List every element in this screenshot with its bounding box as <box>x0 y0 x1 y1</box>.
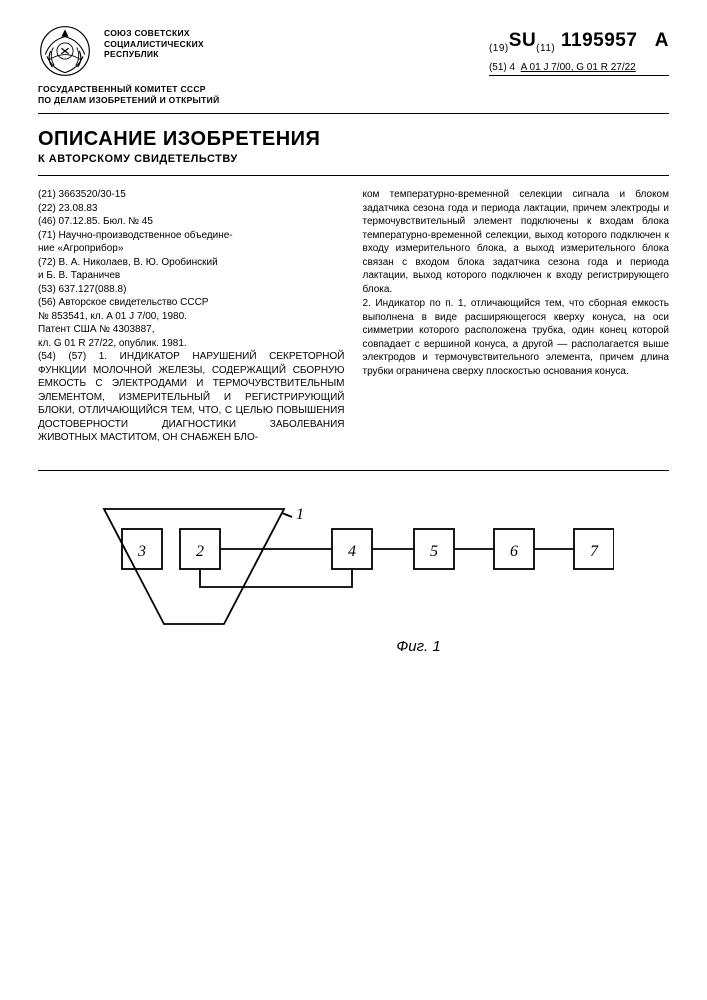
ussr-emblem-icon <box>38 24 92 78</box>
claim-1: (54) (57) 1. ИНДИКАТОР НАРУШЕНИЙ СЕКРЕТО… <box>38 350 345 445</box>
divider <box>38 175 669 176</box>
claim-1-continuation: ком температурно-временной селекции сигн… <box>363 188 670 296</box>
field-56: кл. G 01 R 27/22, опублик. 1981. <box>38 337 345 351</box>
field-53: (53) 637.127(088.8) <box>38 283 345 297</box>
field-46: (46) 07.12.85. Бюл. № 45 <box>38 215 345 229</box>
divider <box>38 113 669 114</box>
block-5-label: 5 <box>430 543 438 560</box>
field-71: ние «Агроприбор» <box>38 242 345 256</box>
block-2-label: 2 <box>196 543 204 560</box>
block-4-label: 4 <box>348 543 356 560</box>
union-label: СОЮЗ СОВЕТСКИХ СОЦИАЛИСТИЧЕСКИХ РЕСПУБЛИ… <box>104 24 204 60</box>
field-21: (21) 3663520/30-15 <box>38 188 345 202</box>
ipc-class: (51) 4 A 01 J 7/00, G 01 R 27/22 <box>489 62 669 76</box>
title-block: ОПИСАНИЕ ИЗОБРЕТЕНИЯ К АВТОРСКОМУ СВИДЕТ… <box>38 128 669 165</box>
field-56: № 853541, кл. A 01 J 7/00, 1980. <box>38 310 345 324</box>
publication-number: (19)SU(11) 1195957 A <box>489 30 669 54</box>
bibliographic-data: (21) 3663520/30-15 (22) 23.08.83 (46) 07… <box>38 188 345 350</box>
title-main: ОПИСАНИЕ ИЗОБРЕТЕНИЯ <box>38 128 669 151</box>
union-line: РЕСПУБЛИК <box>104 49 204 60</box>
figure-1: 3 2 1 4 5 6 <box>38 470 669 655</box>
column-right: ком температурно-временной селекции сигн… <box>363 188 670 446</box>
funnel-label: 1 <box>296 506 304 523</box>
figure-svg: 3 2 1 4 5 6 <box>94 499 614 634</box>
union-line: СОЮЗ СОВЕТСКИХ <box>104 28 204 39</box>
block-7-label: 7 <box>590 543 599 560</box>
block-6-label: 6 <box>510 543 518 560</box>
body-columns: (21) 3663520/30-15 (22) 23.08.83 (46) 07… <box>38 188 669 446</box>
field-22: (22) 23.08.83 <box>38 202 345 216</box>
committee-label: ГОСУДАРСТВЕННЫЙ КОМИТЕТ СССР ПО ДЕЛАМ ИЗ… <box>38 84 669 105</box>
union-line: СОЦИАЛИСТИЧЕСКИХ <box>104 39 204 50</box>
header: СОЮЗ СОВЕТСКИХ СОЦИАЛИСТИЧЕСКИХ РЕСПУБЛИ… <box>38 24 669 78</box>
field-56: Патент США № 4303887, <box>38 323 345 337</box>
field-71: (71) Научно-производственное объедине- <box>38 229 345 243</box>
column-left: (21) 3663520/30-15 (22) 23.08.83 (46) 07… <box>38 188 345 446</box>
figure-caption: Фиг. 1 <box>168 638 669 655</box>
field-56: (56) Авторское свидетельство СССР <box>38 296 345 310</box>
publication-block: (19)SU(11) 1195957 A (51) 4 A 01 J 7/00,… <box>489 24 669 76</box>
claim-2: 2. Индикатор по п. 1, отличающийся тем, … <box>363 297 670 378</box>
field-72: и Б. В. Тараничев <box>38 269 345 283</box>
title-sub: К АВТОРСКОМУ СВИДЕТЕЛЬСТВУ <box>38 153 669 165</box>
block-3-label: 3 <box>137 543 146 560</box>
field-72: (72) В. А. Николаев, В. Ю. Оробинский <box>38 256 345 270</box>
